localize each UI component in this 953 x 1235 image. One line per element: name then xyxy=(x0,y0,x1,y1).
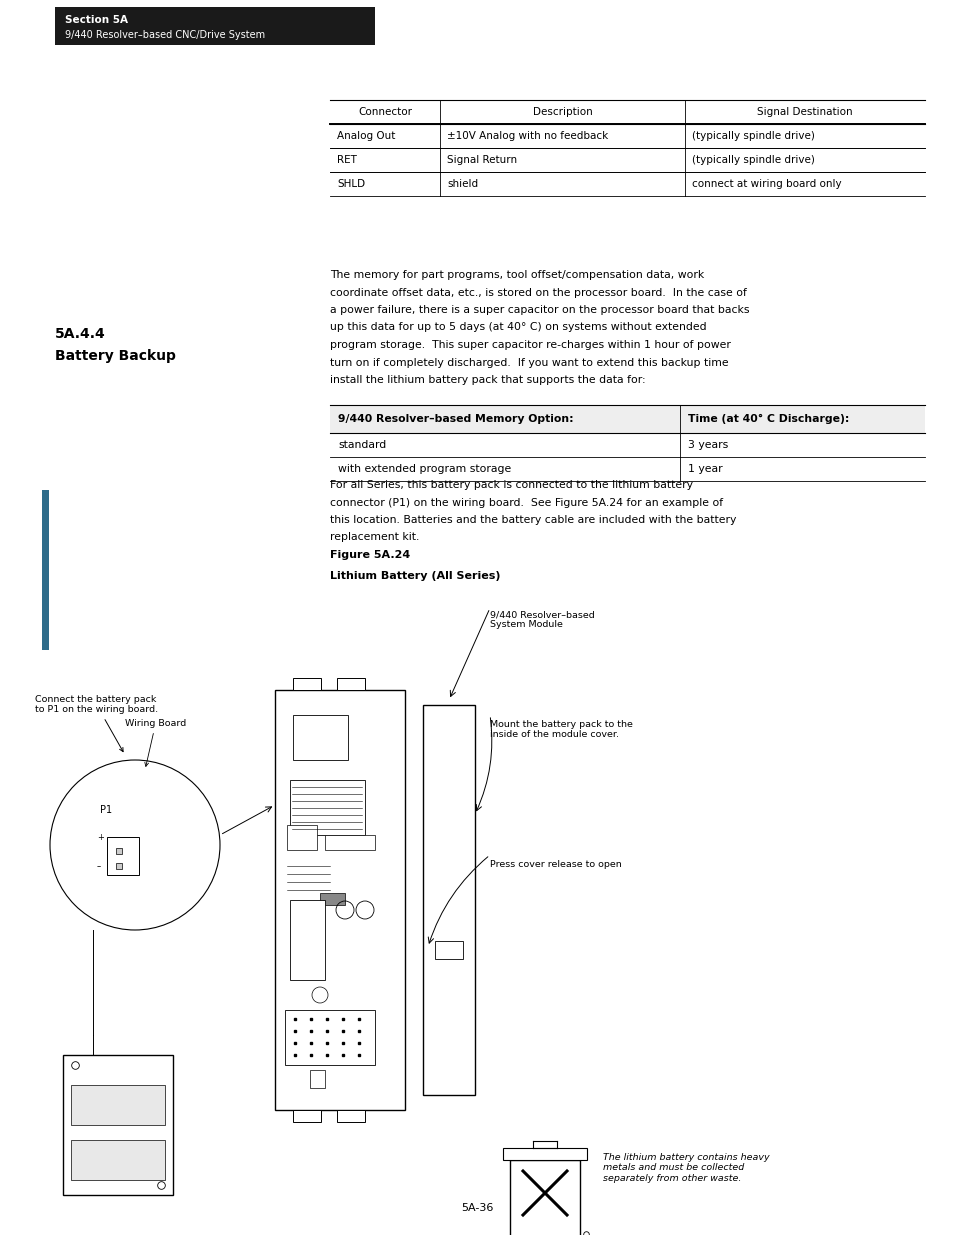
Text: 3 years: 3 years xyxy=(687,440,727,450)
Text: Time (at 40° C Discharge):: Time (at 40° C Discharge): xyxy=(687,414,848,424)
Text: –: – xyxy=(97,862,101,872)
Text: Wiring Board: Wiring Board xyxy=(125,719,186,767)
Text: +: + xyxy=(97,832,104,841)
Text: shield: shield xyxy=(447,179,477,189)
Text: up this data for up to 5 days (at 40° C) on systems without extended: up this data for up to 5 days (at 40° C)… xyxy=(330,322,706,332)
Text: connector (P1) on the wiring board.  See Figure 5A.24 for an example of: connector (P1) on the wiring board. See … xyxy=(330,498,722,508)
Bar xyxy=(336,1110,365,1123)
Text: this location. Batteries and the battery cable are included with the battery: this location. Batteries and the battery… xyxy=(330,515,736,525)
Text: SHLD: SHLD xyxy=(336,179,365,189)
Text: Battery Backup: Battery Backup xyxy=(55,350,175,363)
Text: replacement kit.: replacement kit. xyxy=(330,532,419,542)
Bar xyxy=(285,1010,375,1065)
Bar xyxy=(310,1070,325,1088)
Text: Press cover release to open: Press cover release to open xyxy=(490,860,621,869)
Text: Signal Return: Signal Return xyxy=(447,156,517,165)
Text: ±10V Analog with no feedback: ±10V Analog with no feedback xyxy=(447,131,608,141)
Text: 9/440 Resolver–based Memory Option:: 9/440 Resolver–based Memory Option: xyxy=(337,414,573,424)
Bar xyxy=(71,1140,165,1179)
Bar xyxy=(290,900,325,981)
Text: The lithium battery contains heavy
metals and must be collected
separately from : The lithium battery contains heavy metal… xyxy=(602,1153,769,1183)
Text: Section 5A: Section 5A xyxy=(65,15,128,25)
Text: with extended program storage: with extended program storage xyxy=(337,464,511,474)
Text: RET: RET xyxy=(336,156,356,165)
Text: Connector: Connector xyxy=(357,107,412,117)
Text: 5A-36: 5A-36 xyxy=(460,1203,493,1213)
Text: Lithium Battery (All Series): Lithium Battery (All Series) xyxy=(330,571,500,580)
Text: turn on if completely discharged.  If you want to extend this backup time: turn on if completely discharged. If you… xyxy=(330,357,728,368)
Text: 9/440 Resolver–based CNC/Drive System: 9/440 Resolver–based CNC/Drive System xyxy=(65,30,265,40)
Bar xyxy=(330,405,924,433)
Bar xyxy=(435,941,462,958)
Bar xyxy=(287,825,316,850)
Text: Signal Destination: Signal Destination xyxy=(757,107,852,117)
Text: program storage.  This super capacitor re-charges within 1 hour of power: program storage. This super capacitor re… xyxy=(330,340,730,350)
Text: coordinate offset data, etc., is stored on the processor board.  In the case of: coordinate offset data, etc., is stored … xyxy=(330,288,746,298)
Text: a power failure, there is a super capacitor on the processor board that backs: a power failure, there is a super capaci… xyxy=(330,305,749,315)
Bar xyxy=(319,893,345,905)
Text: 1 year: 1 year xyxy=(687,464,721,474)
Bar xyxy=(71,1086,165,1125)
Text: Connect the battery pack
to P1 on the wiring board.: Connect the battery pack to P1 on the wi… xyxy=(35,695,158,752)
Text: (typically spindle drive): (typically spindle drive) xyxy=(691,131,814,141)
Text: P1: P1 xyxy=(100,805,112,815)
Bar xyxy=(293,678,320,690)
Bar xyxy=(293,715,348,760)
Bar xyxy=(293,1110,320,1123)
Bar xyxy=(325,835,375,850)
FancyBboxPatch shape xyxy=(502,1149,586,1160)
Bar xyxy=(336,678,365,690)
Bar xyxy=(42,490,49,650)
Text: Figure 5A.24: Figure 5A.24 xyxy=(330,550,410,559)
Circle shape xyxy=(50,760,220,930)
Text: 5A.4.4: 5A.4.4 xyxy=(55,327,106,341)
Bar xyxy=(290,781,365,835)
Bar xyxy=(55,7,375,44)
Text: Description: Description xyxy=(532,107,592,117)
Bar xyxy=(274,690,405,1110)
Text: connect at wiring board only: connect at wiring board only xyxy=(691,179,841,189)
Text: install the lithium battery pack that supports the data for:: install the lithium battery pack that su… xyxy=(330,375,645,385)
Text: 9/440 Resolver–based
System Module: 9/440 Resolver–based System Module xyxy=(490,610,594,630)
Text: The memory for part programs, tool offset/compensation data, work: The memory for part programs, tool offse… xyxy=(330,270,703,280)
Bar xyxy=(63,1055,172,1195)
Bar xyxy=(107,837,139,876)
Text: standard: standard xyxy=(337,440,386,450)
Text: Analog Out: Analog Out xyxy=(336,131,395,141)
Text: (typically spindle drive): (typically spindle drive) xyxy=(691,156,814,165)
Text: Mount the battery pack to the
inside of the module cover.: Mount the battery pack to the inside of … xyxy=(490,720,632,740)
Text: For all Series, this battery pack is connected to the lithium battery: For all Series, this battery pack is con… xyxy=(330,480,692,490)
Bar xyxy=(422,705,475,1095)
Bar xyxy=(510,1160,579,1235)
